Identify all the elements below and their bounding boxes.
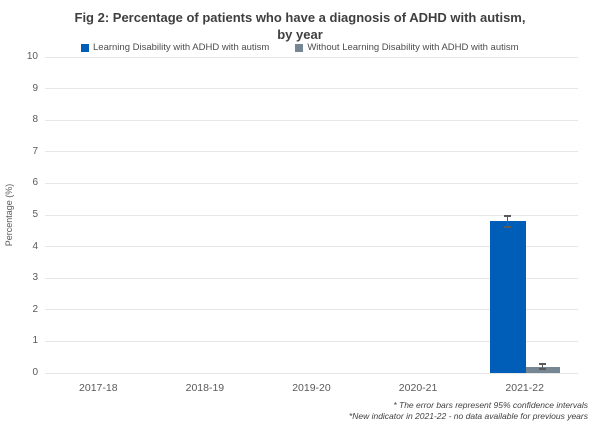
- y-tick-label: 7: [32, 145, 38, 157]
- error-bar-line: [541, 365, 544, 369]
- chart-legend: Learning Disability with ADHD with autis…: [81, 42, 519, 53]
- error-bar: [539, 363, 547, 371]
- category-cell-2019-20: 2019-20: [258, 57, 365, 394]
- error-bar: [504, 214, 512, 229]
- gridline: [45, 119, 578, 121]
- bar-group: [489, 214, 560, 373]
- error-bar-cap: [504, 226, 512, 229]
- gridline: [45, 88, 578, 90]
- y-tick-label: 0: [32, 367, 38, 378]
- gridline: [45, 372, 578, 374]
- error-bar-line: [506, 216, 509, 227]
- footnote-new-indicator: *New indicator in 2021-22 - no data avai…: [348, 411, 588, 422]
- y-tick-label: 5: [32, 209, 38, 220]
- chart-title-line2: by year: [277, 26, 323, 42]
- footnote-error-bars: * The error bars represent 95% confidenc…: [393, 400, 588, 410]
- y-tick-label: 3: [32, 272, 38, 284]
- legend-label-learning-disability: Learning Disability with ADHD with autis…: [93, 42, 270, 53]
- y-tick-label: 8: [32, 114, 38, 126]
- categories-row: 2017-18 2018-19 2019-20 2020-21 2021-22: [45, 57, 578, 394]
- category-cell-2018-19: 2018-19: [152, 57, 259, 394]
- category-cell-2020-21: 2020-21: [365, 57, 472, 394]
- gridline: [45, 277, 578, 279]
- gridline: [45, 340, 578, 342]
- error-bar-cap: [539, 368, 547, 371]
- y-tick-label: 6: [32, 177, 38, 189]
- legend-item-learning-disability: Learning Disability with ADHD with autis…: [81, 42, 269, 53]
- gridline: [45, 309, 578, 311]
- x-axis-label: 2021-22: [505, 382, 544, 394]
- category-cell-2021-22: 2021-22: [471, 57, 578, 394]
- gridline: [45, 246, 578, 248]
- chart-footnotes: * The error bars represent 95% confidenc…: [349, 400, 588, 422]
- x-axis-label: 2018-19: [185, 382, 225, 394]
- y-tick-label: 1: [32, 335, 38, 347]
- y-tick-label: 4: [32, 240, 38, 252]
- gridline: [45, 151, 578, 153]
- legend-swatch-blue-icon: [81, 43, 89, 52]
- y-tick-label: 10: [26, 51, 38, 62]
- legend-label-without-learning-disability: Without Learning Disability with ADHD wi…: [307, 42, 519, 53]
- error-bar-cap: [504, 214, 512, 217]
- y-tick-label: 2: [32, 303, 38, 315]
- legend-swatch-gray-icon: [295, 43, 304, 52]
- gridline: [45, 182, 578, 184]
- gridline: [45, 214, 578, 216]
- plot-area: 2017-18 2018-19 2019-20 2020-21 2021-22: [45, 56, 578, 394]
- bar-without-learning-disability: [525, 363, 560, 373]
- chart-title: Fig 2: Percentage of patients who have a…: [0, 10, 600, 44]
- x-axis-label: 2017-18: [79, 382, 118, 394]
- x-axis-label: 2019-20: [292, 382, 331, 394]
- x-axis-label: 2020-21: [398, 382, 438, 394]
- gridline: [45, 56, 578, 58]
- error-bar-cap: [539, 363, 547, 366]
- legend-item-without-learning-disability: Without Learning Disability with ADHD wi…: [295, 42, 519, 53]
- category-cell-2017-18: 2017-18: [45, 57, 152, 394]
- chart-title-line1: Fig 2: Percentage of patients who have a…: [74, 10, 526, 25]
- y-axis-ticks: 0 1 2 3 4 5 6 7 8 9 10: [0, 51, 38, 378]
- y-tick-label: 9: [32, 82, 38, 94]
- bar-learning-disability: [489, 214, 526, 373]
